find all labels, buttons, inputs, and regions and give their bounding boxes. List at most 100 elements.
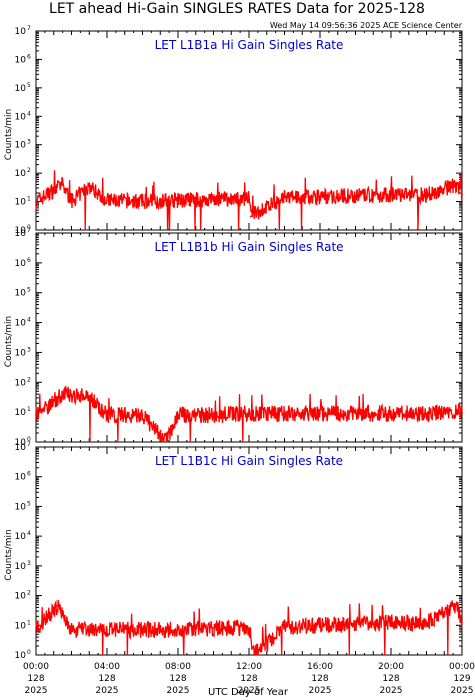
data-point [212,414,215,416]
x-tick-doy: 128 [27,674,44,684]
x-tick-time: 12:00 [236,662,262,672]
data-point [390,194,392,196]
data-point [283,625,286,628]
y-tick-label: 10 [15,651,27,661]
x-tick-doy: 128 [240,674,257,684]
data-point [177,414,179,416]
y-tick-exponent: 0 [27,224,31,231]
y-tick-label: 10 [15,259,27,269]
timestamp: Wed May 14 09:56:36 2025 ACE Science Cen… [270,21,463,30]
data-point [70,200,73,203]
data-point [283,196,286,199]
data-point [212,198,215,201]
y-tick-exponent: 7 [27,25,31,32]
data-point [319,412,321,415]
y-axis-label: Counts/min [4,316,14,367]
data-point [164,441,167,443]
data-point [248,627,250,630]
y-tick-label: 10 [15,408,27,418]
x-tick-doy: 129 [453,674,470,684]
data-point [88,394,91,397]
series-line [35,599,463,656]
x-tick-year: 2025 [167,686,190,696]
y-tick-exponent: 7 [27,227,31,234]
y-tick-exponent: 6 [27,53,31,60]
y-tick-label: 10 [15,502,27,512]
y-tick-exponent: 0 [27,436,31,443]
y-tick-exponent: 5 [27,500,31,507]
x-tick-year: 2025 [96,686,119,696]
y-axis-label: Counts/min [4,529,14,580]
data-point [177,199,179,202]
data-point [106,414,108,416]
data-point [106,199,108,202]
y-tick-exponent: 4 [27,530,31,537]
x-axis-labels: 00:00 128 2025 04:00 128 2025 08:00 128 2025 12:0… [23,662,475,696]
y-tick-label: 10 [15,319,27,329]
data-point [461,411,463,414]
panel-title: LET L1B1a Hi Gain Singles Rate [155,38,344,52]
y-tick-label: 10 [15,592,27,602]
y-tick-label: 10 [15,84,27,94]
y-tick-exponent: 0 [27,649,31,656]
data-point [141,200,144,203]
data-point [141,628,144,631]
panel-title: LET L1B1c Hi Gain Singles Rate [155,454,343,468]
y-tick-label: 10 [15,112,27,122]
y-tick-exponent: 2 [27,167,31,174]
data-point [88,185,91,188]
y-tick-exponent: 7 [27,441,31,448]
y-axis-label: Counts/min [4,109,14,160]
y-tick-label: 10 [15,198,27,208]
y-tick-label: 10 [15,562,27,572]
data-point [461,620,463,623]
y-tick-exponent: 6 [27,471,31,478]
y-tick-label: 10 [15,443,27,453]
data-point [61,183,64,186]
figure-title: LET ahead Hi-Gain SINGLES RATES Data for… [49,1,425,17]
data-point [212,627,215,630]
y-tick-label: 10 [15,229,27,239]
y-tick-exponent: 1 [27,196,31,203]
x-tick-year: 2025 [25,686,48,696]
data-point [35,200,37,203]
y-tick-label: 10 [15,226,27,236]
x-tick-year: 2025 [451,686,474,696]
data-point [106,628,108,631]
data-point [390,622,392,624]
data-point [425,194,428,196]
y-tick-exponent: 2 [27,376,31,383]
y-tick-exponent: 3 [27,139,31,146]
y-tick-label: 10 [15,378,27,388]
data-point [354,194,357,197]
x-tick-doy: 128 [382,674,399,684]
x-tick-time: 16:00 [307,662,333,672]
data-point [56,604,59,607]
data-point [141,414,144,416]
data-point [35,414,37,416]
y-tick-exponent: 4 [27,110,31,117]
y-tick-label: 10 [15,348,27,358]
x-tick-time: 20:00 [378,662,404,672]
y-tick-label: 10 [15,438,27,448]
data-point [177,628,179,631]
x-axis-title: UTC Day of Year [208,687,289,698]
y-tick-label: 10 [15,169,27,179]
x-tick-time: 00:00 [449,662,475,672]
data-point [70,628,73,631]
y-tick-exponent: 1 [27,406,31,413]
data-point [248,197,250,200]
data-point [248,412,250,415]
data-point [319,624,321,627]
y-tick-exponent: 2 [27,590,31,597]
x-tick-time: 04:00 [94,662,120,672]
x-tick-time: 08:00 [165,662,191,672]
data-point [61,393,64,396]
x-tick-year: 2025 [380,686,403,696]
data-point [319,195,321,198]
data-point [354,412,357,415]
